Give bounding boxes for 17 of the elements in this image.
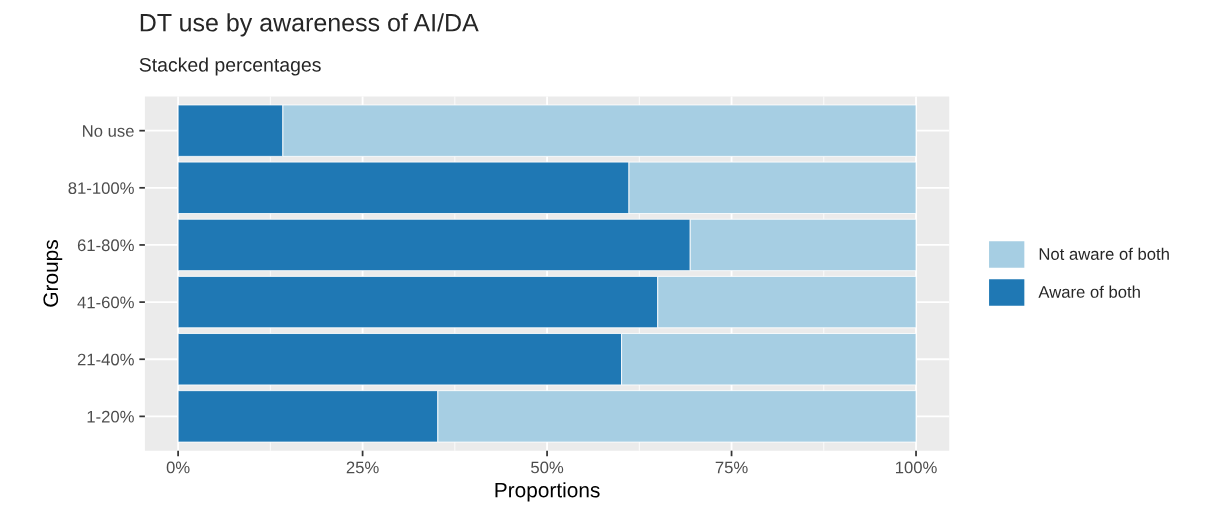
x-tick-label: 25% (346, 461, 379, 474)
x-tick-label: 0% (166, 461, 190, 474)
x-tick-label: 100% (896, 461, 937, 474)
x-tick-label: 50% (531, 461, 564, 474)
x-tick-label: 75% (715, 461, 748, 474)
chart-subtitle: Stacked percentages (139, 57, 321, 76)
y-tick-label: 61-80% (77, 239, 134, 252)
y-axis-title: Groups (43, 240, 63, 307)
legend-label: Not aware of both (1039, 247, 1169, 260)
y-tick-label: 81-100% (68, 182, 134, 195)
legend-label: Aware of both (1038, 285, 1140, 298)
y-tick-label: No use (83, 125, 134, 137)
chart-title: DT use by awareness of AI/DA (140, 13, 479, 37)
y-tick-label: 41-60% (77, 296, 134, 309)
y-tick-label: 1-20% (87, 410, 134, 423)
y-tick-label: 21-40% (77, 353, 134, 366)
x-axis-title: Proportions (495, 482, 600, 502)
